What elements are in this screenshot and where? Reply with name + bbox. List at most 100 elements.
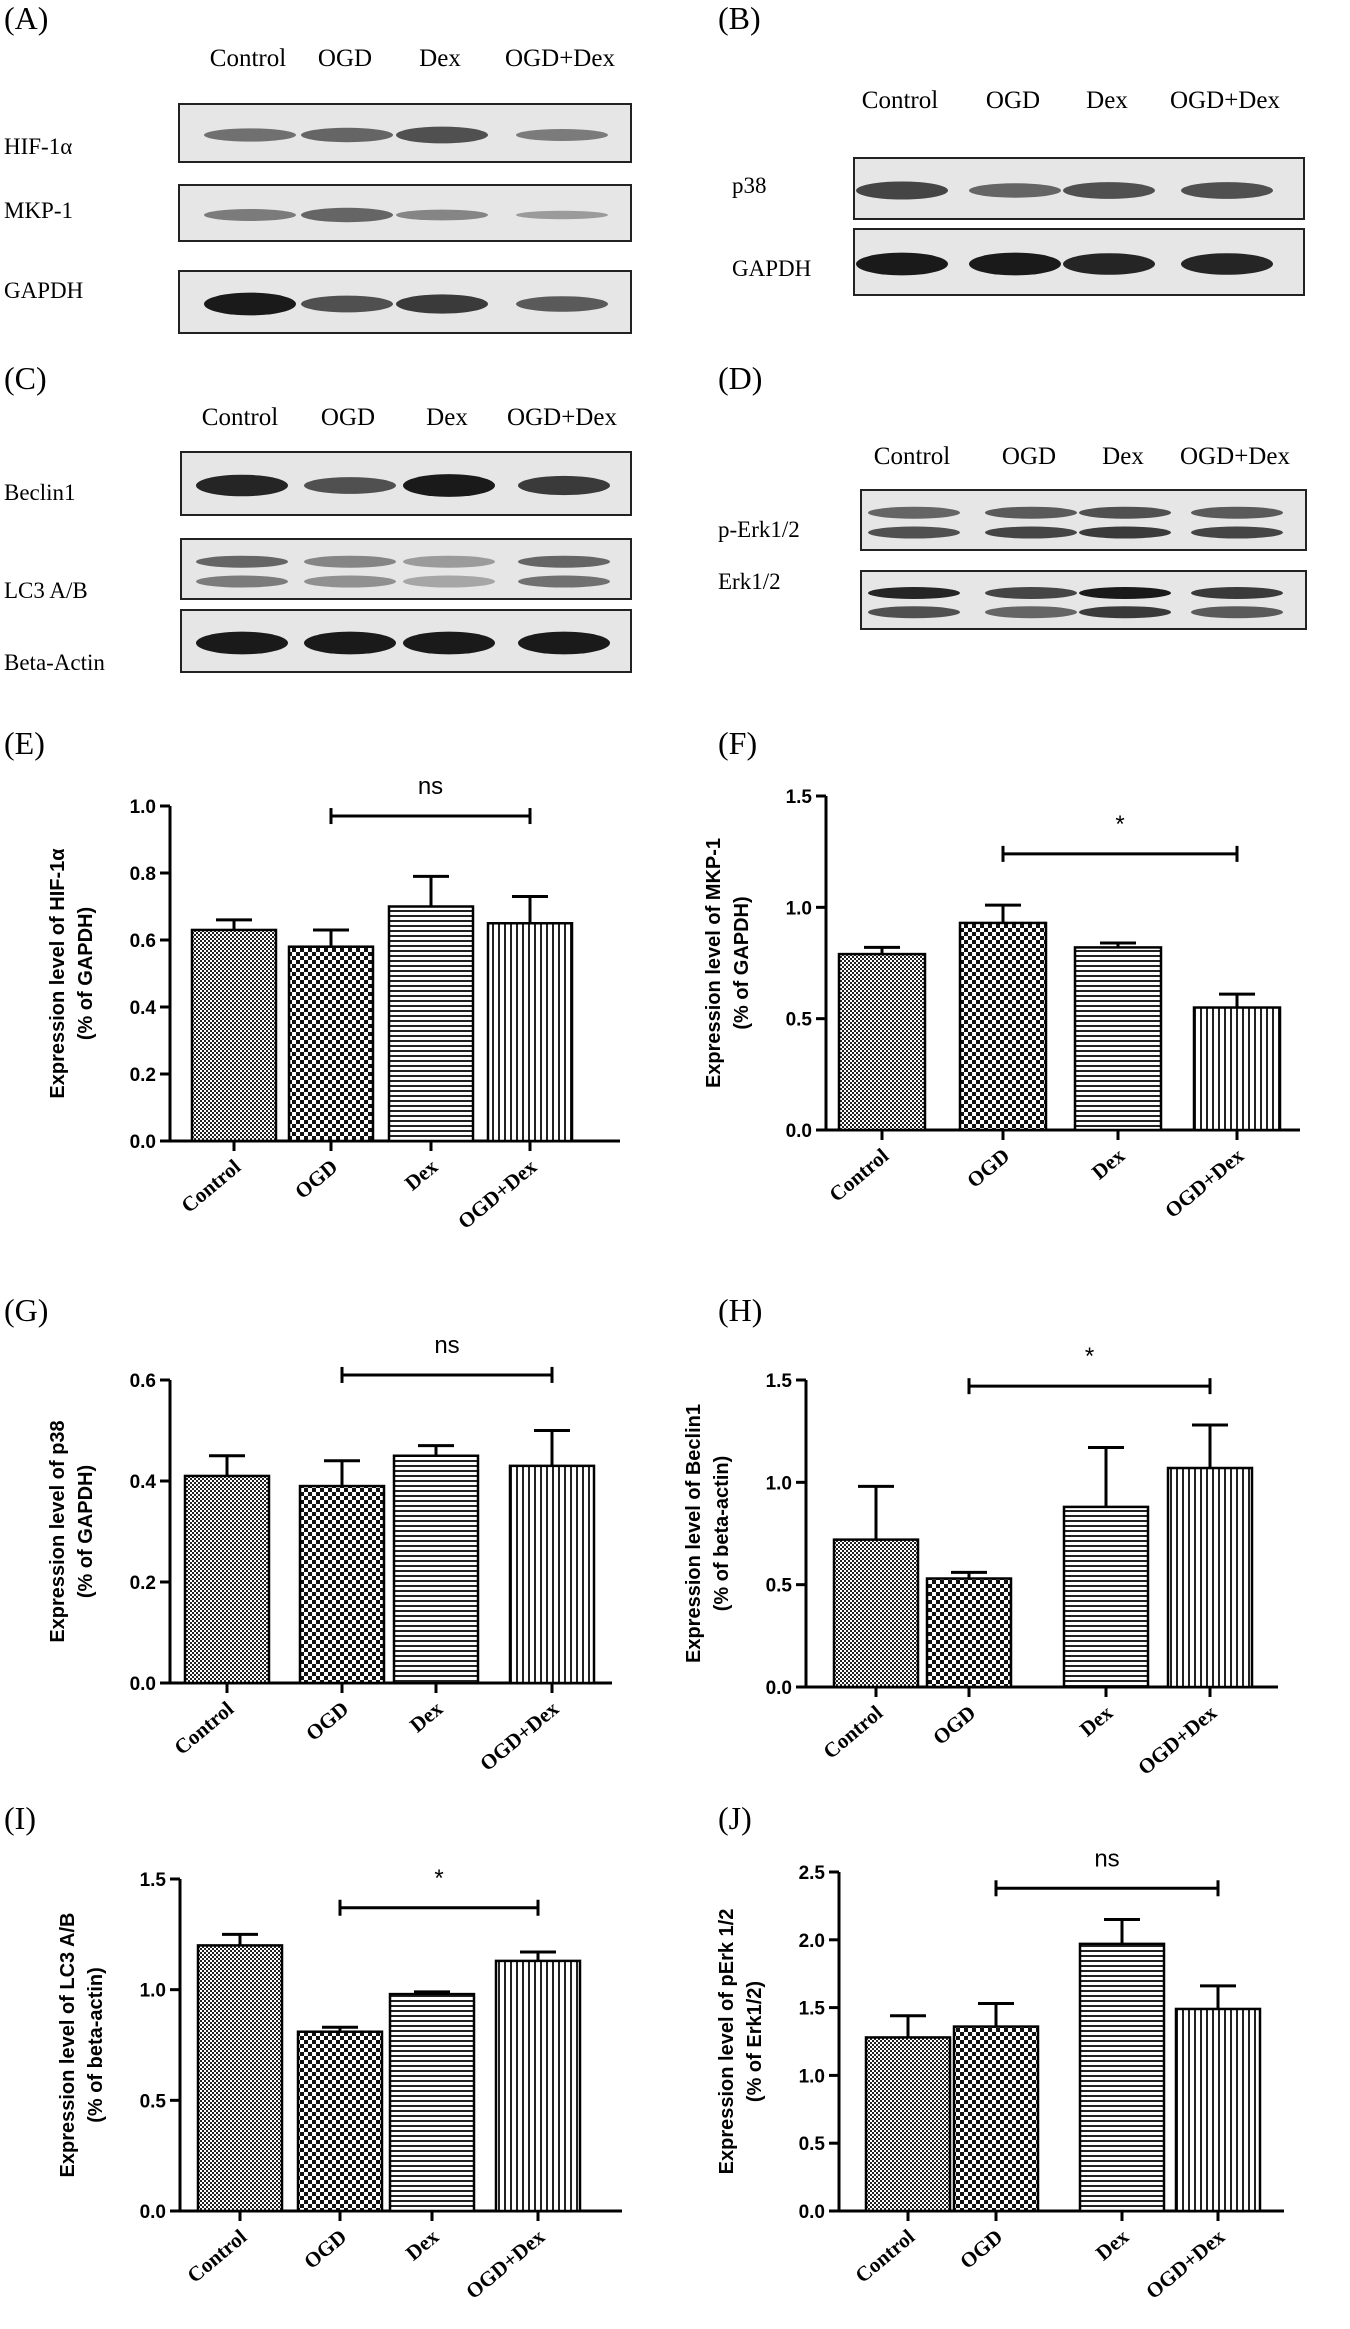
panel-label: (B) [718,0,761,36]
bar [1174,2007,1262,2213]
y-tick-label: 0.5 [799,2134,826,2155]
panel-label: (H) [718,1292,762,1328]
x-category-label: OGD [955,2224,1007,2273]
blot-strip [178,184,632,242]
x-category-label: OGD+Dex [1141,2224,1229,2304]
bar [183,1474,271,1685]
lane-label: OGD+Dex [507,404,617,431]
y-axis-label: Expression level of HIF-1α [47,848,69,1099]
protein-band [204,209,296,221]
y-axis-label-units: (% of GAPDH) [731,896,753,1029]
protein-band [969,183,1061,198]
lane-label: OGD [985,87,1041,114]
blot-row-label: p38 [732,173,767,198]
y-axis-label: Expression level of pErk 1/2 [716,1909,738,2175]
y-tick-label: 0.6 [130,931,156,952]
protein-band [518,631,610,655]
protein-band [403,575,495,588]
bar [190,928,278,1143]
bar [287,945,375,1143]
protein-band [304,575,396,588]
lane-label: Control [201,404,279,431]
protein-band [868,506,960,519]
x-category-label: Dex [1091,2224,1134,2265]
bar [196,1944,284,2213]
bar [296,2030,384,2213]
x-category-label: Control [850,2224,919,2287]
protein-band [856,181,948,200]
blot-row-label: Erk1/2 [718,569,781,594]
bar [1062,1505,1150,1689]
y-tick-label: 0.6 [130,1371,156,1392]
protein-band [518,475,610,496]
protein-band [1079,587,1171,599]
bar [864,2036,952,2213]
protein-band [856,252,948,276]
blot-row-label: LC3 A/B [4,578,88,603]
protein-band [304,631,396,655]
protein-band [396,209,488,221]
y-tick-label: 0.0 [140,2202,166,2223]
y-tick-label: 1.0 [799,2066,825,2087]
bar [1166,1466,1254,1689]
bar [388,1992,476,2213]
blot-row-label: Beta-Actin [4,650,105,675]
lane-label: Control [861,87,939,114]
protein-band [301,207,393,223]
y-tick-label: 0.0 [799,2202,825,2223]
bar [1078,1942,1166,2213]
bar [925,1577,1013,1689]
protein-band [1191,506,1283,519]
protein-band [403,555,495,568]
protein-band [304,555,396,568]
protein-band [1191,526,1283,539]
blot-row-label: HIF-1α [4,134,73,159]
y-tick-label: 0.0 [766,1678,792,1699]
protein-band [985,526,1077,539]
protein-band [403,631,495,655]
protein-band [301,295,393,313]
protein-band [1079,526,1171,539]
blot-strip [180,538,632,600]
y-axis-label: Expression level of Beclin1 [683,1404,705,1663]
panel-label: (D) [718,360,763,396]
protein-band [516,129,608,141]
y-tick-label: 1.5 [140,1870,167,1891]
y-tick-label: 0.0 [786,1121,812,1142]
y-axis-label-units: (% of beta-actin) [711,1456,733,1612]
blot-strip [180,609,632,673]
panel-label: (A) [4,0,49,36]
panel-label: (E) [4,725,45,761]
protein-band [969,252,1061,276]
lane-label: Dex [1102,443,1144,470]
protein-band [204,292,296,316]
protein-band [403,474,495,497]
y-tick-label: 0.8 [130,864,156,885]
lane-label: OGD+Dex [1170,87,1280,114]
protein-band [516,210,608,220]
protein-band [196,575,288,588]
y-tick-label: 1.0 [786,898,812,919]
protein-band [868,526,960,539]
y-axis-label-units: (% of Erk1/2) [744,1981,766,2102]
protein-band [518,575,610,588]
y-axis-label-units: (% of GAPDH) [75,1465,97,1598]
blot-strip [853,157,1305,220]
bar [952,2025,1040,2213]
protein-band [985,587,1077,599]
y-tick-label: 1.5 [786,787,813,808]
y-tick-label: 2.5 [799,1863,826,1884]
lane-label: OGD+Dex [1180,443,1290,470]
protein-band [304,477,396,494]
blot-strip [178,103,632,163]
bar [837,952,927,1132]
blot-strip [860,570,1307,630]
protein-band [1079,606,1171,619]
y-tick-label: 0.2 [130,1573,156,1594]
protein-band [1181,253,1273,275]
protein-band [1191,587,1283,599]
